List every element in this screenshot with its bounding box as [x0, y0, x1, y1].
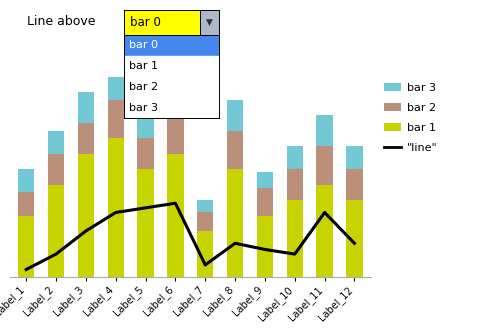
Bar — [18, 215, 34, 277]
Bar — [78, 154, 94, 277]
Bar — [257, 215, 273, 277]
Bar — [18, 169, 34, 192]
Bar — [137, 169, 154, 277]
Bar — [197, 212, 213, 231]
Text: bar 1: bar 1 — [129, 61, 158, 71]
Bar — [316, 185, 333, 277]
Bar — [197, 200, 213, 212]
Bar — [48, 131, 64, 154]
Text: ▼: ▼ — [206, 18, 213, 27]
Bar — [167, 115, 183, 154]
Bar — [48, 185, 64, 277]
Bar — [257, 172, 273, 188]
Bar — [286, 146, 303, 169]
Bar — [316, 146, 333, 185]
Bar — [257, 188, 273, 215]
Bar — [227, 169, 244, 277]
Bar — [137, 139, 154, 169]
Text: bar 0: bar 0 — [129, 40, 158, 50]
Legend: bar 3, bar 2, bar 1, "line": bar 3, bar 2, bar 1, "line" — [380, 78, 442, 157]
Bar — [78, 92, 94, 123]
Bar — [107, 100, 124, 139]
Bar — [286, 169, 303, 200]
Bar — [107, 139, 124, 277]
Bar — [167, 154, 183, 277]
Text: bar 0: bar 0 — [130, 16, 161, 29]
Bar — [107, 77, 124, 100]
Bar — [227, 100, 244, 131]
Bar — [18, 192, 34, 215]
Bar — [197, 231, 213, 277]
Bar — [316, 115, 333, 146]
Bar — [137, 108, 154, 139]
Bar — [346, 200, 363, 277]
Bar — [48, 154, 64, 185]
Bar — [78, 123, 94, 154]
Bar — [346, 146, 363, 169]
Bar — [227, 131, 244, 169]
Text: Line above: Line above — [27, 15, 95, 28]
Bar — [346, 169, 363, 200]
Text: bar 2: bar 2 — [129, 82, 158, 92]
Text: bar 3: bar 3 — [129, 103, 158, 113]
Bar — [286, 200, 303, 277]
Bar — [167, 92, 183, 115]
